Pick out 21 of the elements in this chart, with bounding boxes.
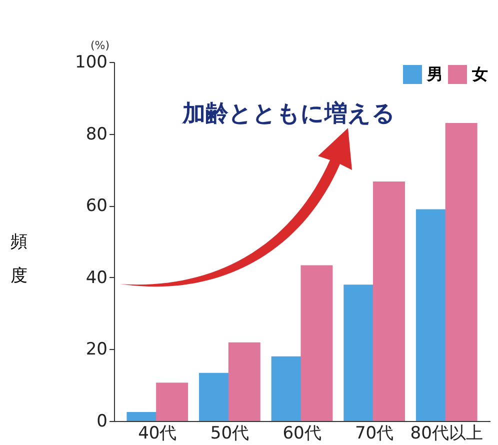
x-tick-label: 80代以上	[410, 424, 483, 444]
annotation: 加齢とともに増える	[182, 100, 396, 127]
y-axis-title: 頻度	[10, 232, 28, 286]
y-tick-label: 40	[86, 268, 108, 288]
y-tick-label: 0	[96, 412, 108, 432]
y-tick-label: 20	[86, 340, 108, 360]
y-tick-label: 60	[86, 196, 108, 216]
y-tick-label: 100	[75, 52, 108, 72]
bar	[300, 265, 333, 421]
text: (%)	[90, 39, 110, 52]
legend-label: 女	[471, 64, 488, 84]
x-tick-label: 60代	[282, 424, 322, 444]
bar	[228, 342, 260, 421]
x-tick-label: 40代	[138, 424, 177, 444]
x-tick-label: 70代	[354, 424, 394, 444]
bar	[445, 123, 478, 421]
legend-label: 男	[426, 64, 443, 84]
y-tick-label: 80	[86, 124, 108, 144]
bar	[372, 182, 405, 421]
bar	[156, 382, 188, 421]
x-tick-label: 50代	[210, 424, 250, 444]
